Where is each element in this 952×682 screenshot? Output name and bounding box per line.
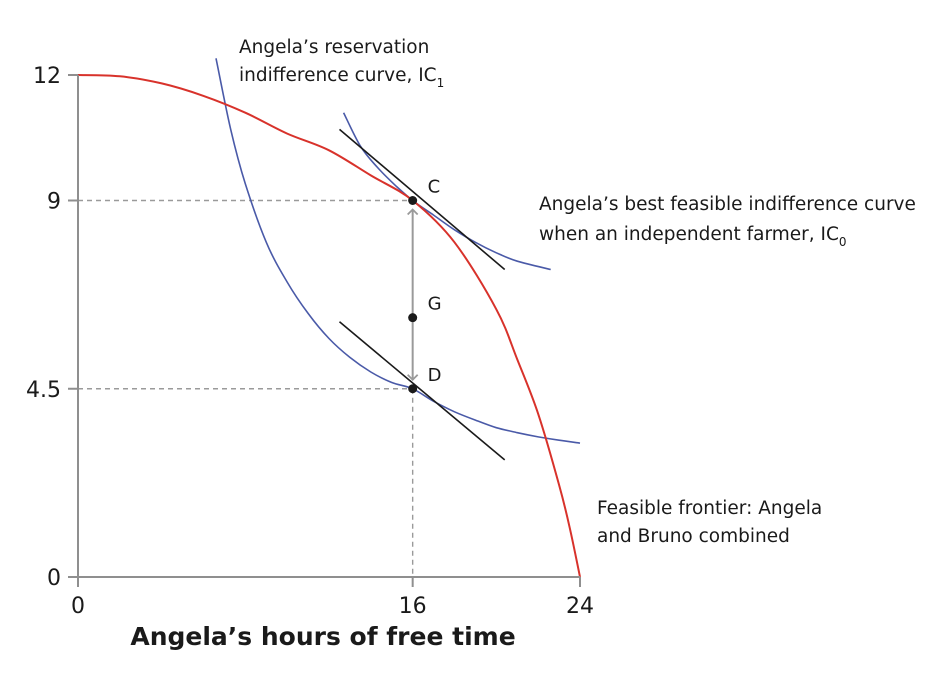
- tangent-line-d: [338, 321, 506, 461]
- ic1-annotation-text: indifference curve, IC: [239, 65, 437, 86]
- point-g: [408, 313, 418, 323]
- y-axis-ticks: 0 4.5 9 12: [26, 64, 78, 591]
- frontier-annotation-line2: and Bruno combined: [597, 526, 790, 547]
- ic1-annotation-line1: Angela’s reservation: [239, 37, 429, 58]
- point-d: [408, 384, 418, 394]
- point-c: [408, 196, 418, 205]
- y-tick-label: 12: [33, 64, 61, 89]
- series-feasible-frontier-curve: [77, 74, 581, 578]
- ic1-annotation-subscript: 1: [437, 76, 445, 90]
- series-ic0-curve: [342, 112, 551, 271]
- y-tick-label: 9: [47, 190, 61, 215]
- x-axis-title: Angela’s hours of free time: [130, 622, 515, 651]
- ic1-annotation-line2: indifference curve, IC1: [239, 65, 444, 90]
- x-tick-label: 0: [71, 594, 85, 619]
- tangent-line-c: [338, 128, 506, 271]
- point-label-c: C: [428, 177, 441, 198]
- frontier-annotation-line1: Feasible frontier: Angela: [597, 498, 822, 519]
- ic0-annotation-subscript: 0: [839, 235, 847, 249]
- x-axis-ticks: 0 16 24: [71, 577, 594, 619]
- ic0-annotation-text: when an independent farmer, IC: [539, 224, 839, 245]
- point-label-g: G: [428, 294, 442, 315]
- y-tick-label: 4.5: [26, 378, 61, 403]
- y-tick-label: 0: [47, 566, 61, 591]
- ic0-annotation-line2: when an independent farmer, IC0: [539, 224, 847, 249]
- x-tick-label: 16: [399, 594, 427, 619]
- point-label-d: D: [428, 365, 442, 386]
- points-group: C G D: [408, 177, 442, 394]
- x-tick-label: 24: [566, 594, 594, 619]
- series-ic1-curve: [215, 58, 581, 444]
- ic0-annotation-line1: Angela’s best feasible indifference curv…: [539, 194, 916, 215]
